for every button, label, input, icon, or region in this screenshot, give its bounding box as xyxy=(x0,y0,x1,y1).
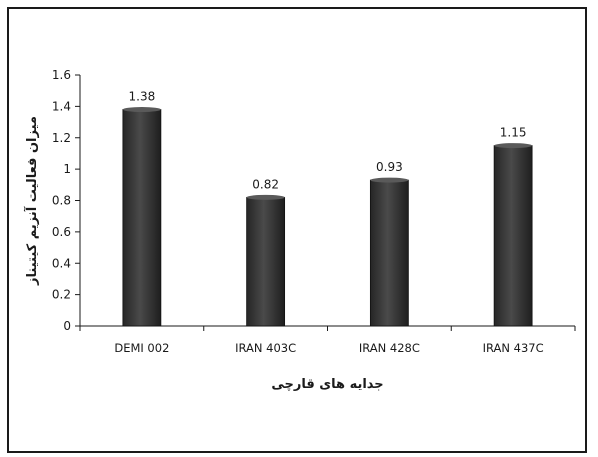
y-tick-label: 1.6 xyxy=(52,68,71,82)
data-label: 0.82 xyxy=(252,177,279,191)
x-axis-ticks: DEMI 002 IRAN 403C IRAN 428C IRAN 437C xyxy=(79,326,576,355)
y-tick-label: 1.2 xyxy=(52,131,71,145)
bars-group: 1.38 0.82 0.93 1.15 xyxy=(122,90,533,327)
data-label: 0.93 xyxy=(376,160,403,174)
x-axis-title: جدایه های قارچی xyxy=(271,377,383,392)
y-tick-label: 0 xyxy=(63,319,71,333)
y-tick-label: 0.4 xyxy=(52,256,71,270)
bar xyxy=(246,196,286,327)
bar xyxy=(493,145,533,327)
bar-top-cap xyxy=(370,177,409,183)
y-tick-label: 0.6 xyxy=(52,225,71,239)
x-tick-label: DEMI 002 xyxy=(114,341,169,355)
chart-frame xyxy=(7,7,587,453)
y-tick-label: 0.8 xyxy=(52,194,71,208)
x-tick-label: IRAN 403C xyxy=(235,341,296,355)
x-tick-label: IRAN 437C xyxy=(483,341,544,355)
y-axis-title: میزان فعالیت آنزیم کیتیناز xyxy=(23,116,40,286)
bar xyxy=(122,109,162,327)
bar-top-cap xyxy=(494,143,533,149)
x-tick-label: IRAN 428C xyxy=(359,341,420,355)
data-label: 1.38 xyxy=(129,90,156,104)
y-tick-label: 1 xyxy=(63,162,71,176)
bar xyxy=(369,179,409,327)
y-tick-label: 1.4 xyxy=(52,99,71,113)
y-tick-label: 0.2 xyxy=(52,288,71,302)
bar-top-cap xyxy=(246,194,285,200)
y-axis-ticks: 0 0.2 0.4 0.6 0.8 1 1.2 1.4 1.6 xyxy=(52,68,80,333)
data-label: 1.15 xyxy=(500,126,527,140)
bar-top-cap xyxy=(122,107,161,113)
